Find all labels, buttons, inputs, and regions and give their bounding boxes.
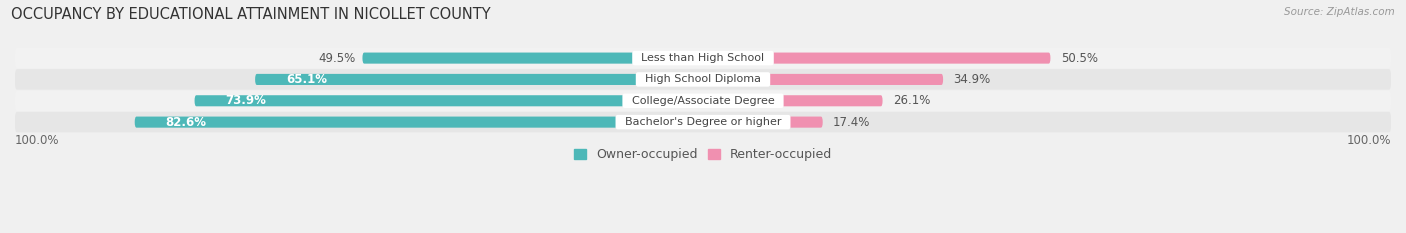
FancyBboxPatch shape xyxy=(135,116,703,128)
Text: College/Associate Degree: College/Associate Degree xyxy=(624,96,782,106)
FancyBboxPatch shape xyxy=(15,48,1391,68)
Text: 49.5%: 49.5% xyxy=(318,51,356,65)
Text: 65.1%: 65.1% xyxy=(285,73,328,86)
Text: 26.1%: 26.1% xyxy=(893,94,931,107)
FancyBboxPatch shape xyxy=(703,116,823,128)
FancyBboxPatch shape xyxy=(15,91,1391,111)
Text: 73.9%: 73.9% xyxy=(225,94,266,107)
Text: 17.4%: 17.4% xyxy=(832,116,870,129)
Text: High School Diploma: High School Diploma xyxy=(638,74,768,84)
FancyBboxPatch shape xyxy=(703,74,943,85)
FancyBboxPatch shape xyxy=(254,74,703,85)
Legend: Owner-occupied, Renter-occupied: Owner-occupied, Renter-occupied xyxy=(568,143,838,166)
Text: 50.5%: 50.5% xyxy=(1060,51,1098,65)
FancyBboxPatch shape xyxy=(703,95,883,106)
FancyBboxPatch shape xyxy=(15,69,1391,90)
FancyBboxPatch shape xyxy=(15,112,1391,132)
Text: Bachelor's Degree or higher: Bachelor's Degree or higher xyxy=(617,117,789,127)
FancyBboxPatch shape xyxy=(363,53,703,64)
FancyBboxPatch shape xyxy=(194,95,703,106)
Text: Source: ZipAtlas.com: Source: ZipAtlas.com xyxy=(1284,7,1395,17)
FancyBboxPatch shape xyxy=(703,53,1050,64)
Text: 100.0%: 100.0% xyxy=(15,134,59,147)
Text: Less than High School: Less than High School xyxy=(634,53,772,63)
Text: 34.9%: 34.9% xyxy=(953,73,991,86)
Text: 100.0%: 100.0% xyxy=(1347,134,1391,147)
Text: 82.6%: 82.6% xyxy=(166,116,207,129)
Text: OCCUPANCY BY EDUCATIONAL ATTAINMENT IN NICOLLET COUNTY: OCCUPANCY BY EDUCATIONAL ATTAINMENT IN N… xyxy=(11,7,491,22)
